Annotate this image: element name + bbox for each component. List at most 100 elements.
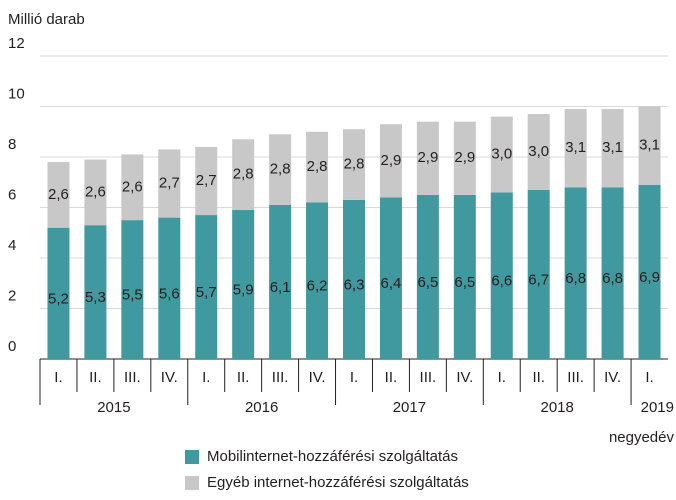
x-tick-label: I.	[202, 369, 210, 386]
value-label: 2,6	[85, 183, 106, 200]
value-label: 3,1	[565, 139, 586, 156]
x-tick-label: II.	[385, 369, 398, 386]
y-tick-label: 4	[8, 237, 16, 254]
x-tick-label: IV.	[456, 369, 473, 386]
bar-segment	[158, 217, 181, 359]
value-label: 3,0	[491, 145, 512, 162]
value-label: 6,9	[639, 269, 660, 286]
group-label: 2016	[245, 399, 278, 416]
bar-segment	[527, 189, 550, 359]
bar-segment	[601, 109, 624, 188]
value-label: 2,8	[344, 156, 365, 173]
bar-segment	[306, 131, 329, 203]
value-label: 2,7	[196, 172, 217, 189]
bar-segment	[343, 129, 365, 200]
value-label: 2,8	[233, 166, 254, 183]
bar-segment	[47, 162, 70, 228]
bar-segment	[121, 220, 144, 359]
value-label: 6,1	[270, 279, 291, 296]
value-label: 5,9	[233, 281, 254, 298]
bar-segment	[638, 184, 661, 359]
bar-segment	[453, 121, 476, 195]
bar-segment	[121, 154, 144, 221]
x-tick-label: II.	[237, 369, 250, 386]
value-label: 2,6	[48, 186, 69, 203]
y-tick-label: 12	[8, 35, 25, 52]
x-tick-label: III.	[272, 369, 289, 386]
value-label: 6,4	[381, 275, 402, 292]
bar-segment	[490, 192, 513, 359]
x-tick-label: II.	[89, 369, 102, 386]
bar-segment	[269, 204, 292, 359]
bar-segment	[84, 225, 107, 359]
value-label: 2,8	[270, 161, 291, 178]
value-label: 2,9	[381, 152, 402, 169]
value-label: 6,6	[491, 273, 512, 290]
bar-segment	[343, 199, 365, 359]
bar-segment	[490, 116, 513, 193]
bar-segment	[306, 202, 329, 359]
y-tick-label: 0	[8, 338, 16, 355]
value-label: 6,7	[528, 271, 549, 288]
value-label: 5,7	[196, 284, 217, 301]
x-tick-label: I.	[498, 369, 506, 386]
bar-segment	[158, 149, 181, 218]
x-tick-label: I.	[645, 369, 653, 386]
group-label: 2018	[540, 399, 573, 416]
bar-segment	[195, 146, 218, 216]
legend-label: Mobilinternet-hozzáférési szolgáltatás	[207, 448, 458, 465]
value-label: 5,6	[159, 285, 180, 302]
legend-label: Egyéb internet-hozzáférési szolgáltatás	[207, 474, 469, 491]
value-label: 6,5	[417, 274, 438, 291]
value-label: 2,7	[159, 174, 180, 191]
bar-segment	[232, 210, 255, 359]
value-label: 6,3	[344, 276, 365, 293]
x-tick-label: IV.	[604, 369, 621, 386]
bar-segment	[379, 197, 402, 359]
group-label: 2019	[641, 399, 674, 416]
bar-segment	[527, 114, 550, 190]
bar-segment	[601, 187, 624, 359]
value-label: 3,1	[602, 139, 623, 156]
x-tick-label: I.	[350, 369, 358, 386]
value-label: 6,8	[565, 270, 586, 287]
y-axis-label: Millió darab	[8, 11, 85, 28]
value-label: 3,1	[639, 137, 660, 154]
y-tick-label: 6	[8, 186, 16, 203]
bar-segment	[416, 194, 439, 359]
x-tick-label: III.	[124, 369, 141, 386]
value-label: 5,2	[48, 290, 69, 307]
bar-segment	[638, 106, 661, 185]
value-label: 2,6	[122, 178, 143, 195]
x-tick-label: II.	[532, 369, 545, 386]
value-label: 2,9	[454, 149, 475, 166]
bar-segment	[195, 215, 218, 359]
bar-segment	[47, 227, 70, 359]
bar-segment	[453, 194, 476, 359]
value-label: 5,5	[122, 287, 143, 304]
value-label: 2,8	[307, 158, 328, 175]
x-axis-label: negyedév	[609, 429, 675, 446]
value-label: 5,3	[85, 289, 106, 306]
y-tick-label: 2	[8, 287, 16, 304]
legend-swatch	[185, 476, 199, 490]
group-label: 2015	[97, 399, 130, 416]
x-tick-label: III.	[420, 369, 437, 386]
value-label: 6,8	[602, 270, 623, 287]
bar-segment	[416, 121, 439, 195]
value-label: 6,2	[307, 278, 328, 295]
x-tick-label: I.	[54, 369, 62, 386]
value-label: 3,0	[528, 143, 549, 160]
bar-segment	[379, 124, 402, 198]
bar-segment	[564, 109, 587, 188]
bar-segment	[564, 187, 587, 359]
bar-segment	[269, 134, 292, 205]
value-label: 2,9	[417, 149, 438, 166]
bar-segment	[84, 159, 107, 226]
y-tick-label: 10	[8, 85, 25, 102]
value-label: 6,5	[454, 274, 475, 291]
y-tick-label: 8	[8, 136, 16, 153]
x-tick-label: III.	[567, 369, 584, 386]
group-label: 2017	[393, 399, 426, 416]
